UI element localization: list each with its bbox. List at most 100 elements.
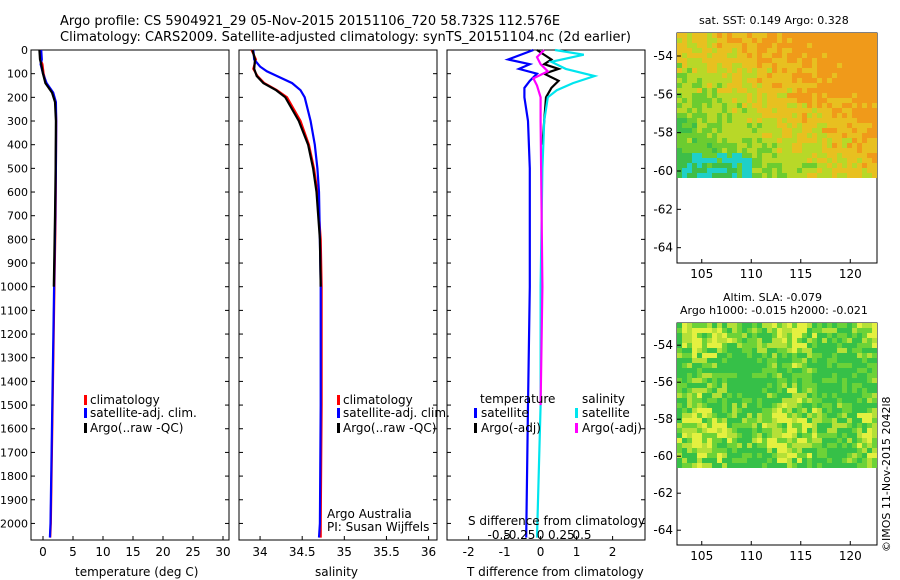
heat-cell [692,58,697,63]
heat-cell [792,98,797,103]
heat-cell [702,53,707,58]
heat-cell [807,413,812,418]
heat-cell [702,403,707,408]
heat-cell [722,83,727,88]
heat-cell [787,148,792,153]
heat-cell [847,338,852,343]
heat-cell [717,438,722,443]
heat-cell [772,443,777,448]
heat-cell [677,38,682,43]
heat-cell [767,448,772,453]
heat-cell [762,48,767,53]
heat-cell [847,133,852,138]
heat-cell [677,58,682,63]
heat-cell [852,173,857,178]
heat-cell [692,343,697,348]
heat-cell [722,358,727,363]
heat-cell [832,338,837,343]
heat-cell [832,68,837,73]
heat-cell [857,158,862,163]
heat-cell [797,453,802,458]
heat-cell [822,388,827,393]
heat-cell [822,363,827,368]
heat-cell [872,453,877,458]
heat-cell [702,408,707,413]
heat-cell [867,48,872,53]
heat-cell [857,48,862,53]
heat-cell [742,98,747,103]
heat-cell [732,358,737,363]
heat-cell [712,88,717,93]
heat-cell [867,373,872,378]
heat-cell [842,463,847,468]
heat-cell [772,158,777,163]
heat-cell [817,173,822,178]
heat-cell [817,113,822,118]
heat-cell [692,153,697,158]
heat-cell [827,368,832,373]
heat-cell [837,373,842,378]
heat-cell [852,363,857,368]
heat-cell [767,463,772,468]
heat-cell [772,48,777,53]
heat-cell [707,433,712,438]
heat-cell [787,368,792,373]
heat-cell [692,118,697,123]
heat-cell [697,453,702,458]
heat-cell [752,373,757,378]
heat-cell [727,108,732,113]
heat-cell [752,463,757,468]
heat-cell [777,153,782,158]
heat-cell [782,358,787,363]
heat-cell [687,108,692,113]
heat-cell [682,433,687,438]
heat-cell [852,143,857,148]
heat-cell [847,168,852,173]
heat-cell [767,173,772,178]
heat-cell [782,333,787,338]
map-x-tick-label: 115 [789,267,812,281]
heat-cell [722,43,727,48]
heat-cell [852,393,857,398]
heat-cell [832,48,837,53]
heat-cell [687,98,692,103]
heat-cell [692,133,697,138]
heat-cell [787,423,792,428]
heat-cell [802,328,807,333]
heat-cell [687,148,692,153]
heat-cell [762,343,767,348]
heat-cell [827,418,832,423]
heat-cell [752,128,757,133]
heat-cell [852,413,857,418]
heat-cell [767,348,772,353]
heat-cell [777,383,782,388]
heat-cell [847,58,852,63]
heat-cell [682,323,687,328]
heat-cell [777,143,782,148]
heat-cell [682,153,687,158]
heat-cell [862,88,867,93]
heat-cell [827,338,832,343]
heat-cell [747,113,752,118]
heat-cell [717,73,722,78]
map-x-tick-label: 105 [690,267,713,281]
heat-cell [742,418,747,423]
heat-cell [787,418,792,423]
heat-cell [792,103,797,108]
heat-cell [802,118,807,123]
heat-cell [812,103,817,108]
heat-cell [727,393,732,398]
heat-cell [777,408,782,413]
heat-cell [862,373,867,378]
heat-cell [697,393,702,398]
heat-cell [777,58,782,63]
heat-cell [712,443,717,448]
heat-cell [762,88,767,93]
pressure-tick-label: 0 [21,44,28,57]
heat-cell [812,43,817,48]
heat-cell [707,423,712,428]
heat-cell [682,443,687,448]
heat-cell [872,413,877,418]
heat-cell [722,413,727,418]
heat-cell [827,448,832,453]
